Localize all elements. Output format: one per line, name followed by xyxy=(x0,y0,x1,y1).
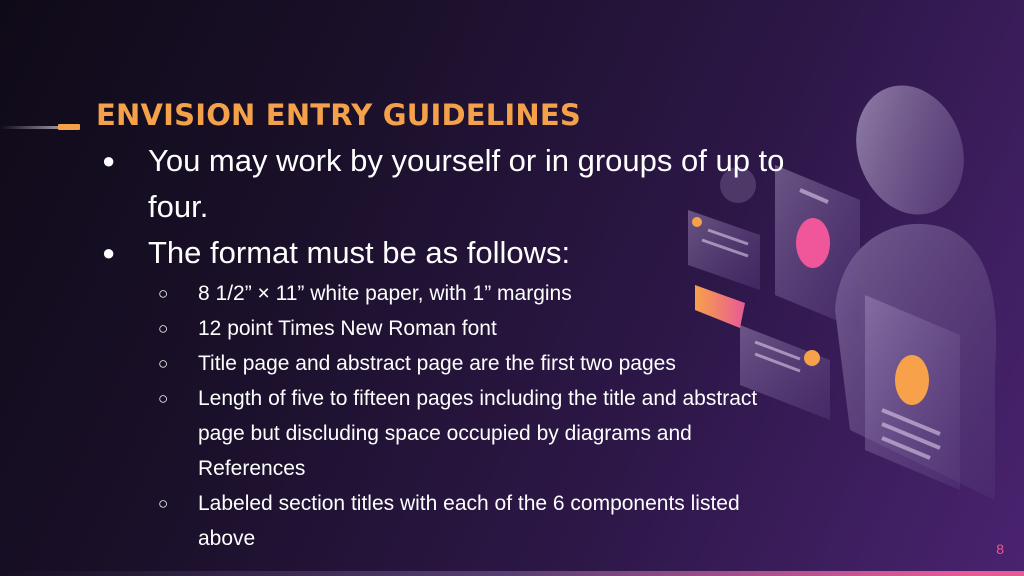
bullet-text: The format must be as follows: xyxy=(148,235,571,270)
bullet-circle-icon: ○ xyxy=(158,284,169,303)
sub-bullet-text: 8 1/2” × 11” white paper, with 1” margin… xyxy=(198,282,572,305)
bullet-item: ● You may work by yourself or in groups … xyxy=(100,138,790,230)
bullet-text: You may work by yourself or in groups of… xyxy=(148,143,785,224)
bullet-circle-icon: ○ xyxy=(158,319,169,338)
bullet-circle-icon: ○ xyxy=(158,389,169,408)
sub-bullet-text: Title page and abstract page are the fir… xyxy=(198,352,676,375)
sub-bullet-item: ○ 12 point Times New Roman font xyxy=(100,311,790,346)
bullet-circle-icon: ○ xyxy=(158,494,169,513)
sub-bullet-item: ○ Title page and abstract page are the f… xyxy=(100,346,790,381)
sub-bullet-text: 12 point Times New Roman font xyxy=(198,317,497,340)
sub-bullet-item: ○ 8 1/2” × 11” white paper, with 1” marg… xyxy=(100,276,790,311)
slide-body: ● You may work by yourself or in groups … xyxy=(100,138,790,556)
bullet-dot-icon: ● xyxy=(102,240,116,265)
sub-bullet-item: ○ Labeled section titles with each of th… xyxy=(100,486,790,556)
title-accent-dash xyxy=(58,124,80,130)
bottom-accent-bar xyxy=(0,571,1024,576)
sub-bullet-item: ○ Length of five to fifteen pages includ… xyxy=(100,381,790,486)
page-number: 8 xyxy=(996,541,1004,557)
sub-bullet-text: Labeled section titles with each of the … xyxy=(198,492,740,550)
people-documents-illustration xyxy=(688,85,997,500)
bullet-dot-icon: ● xyxy=(102,148,116,173)
bullet-circle-icon: ○ xyxy=(158,354,169,373)
bullet-item: ● The format must be as follows: xyxy=(100,230,790,276)
sub-bullet-text: Length of five to fifteen pages includin… xyxy=(198,387,758,480)
slide-title: ENVISION ENTRY GUIDELINES xyxy=(96,98,581,132)
title-accent-line xyxy=(0,126,58,129)
